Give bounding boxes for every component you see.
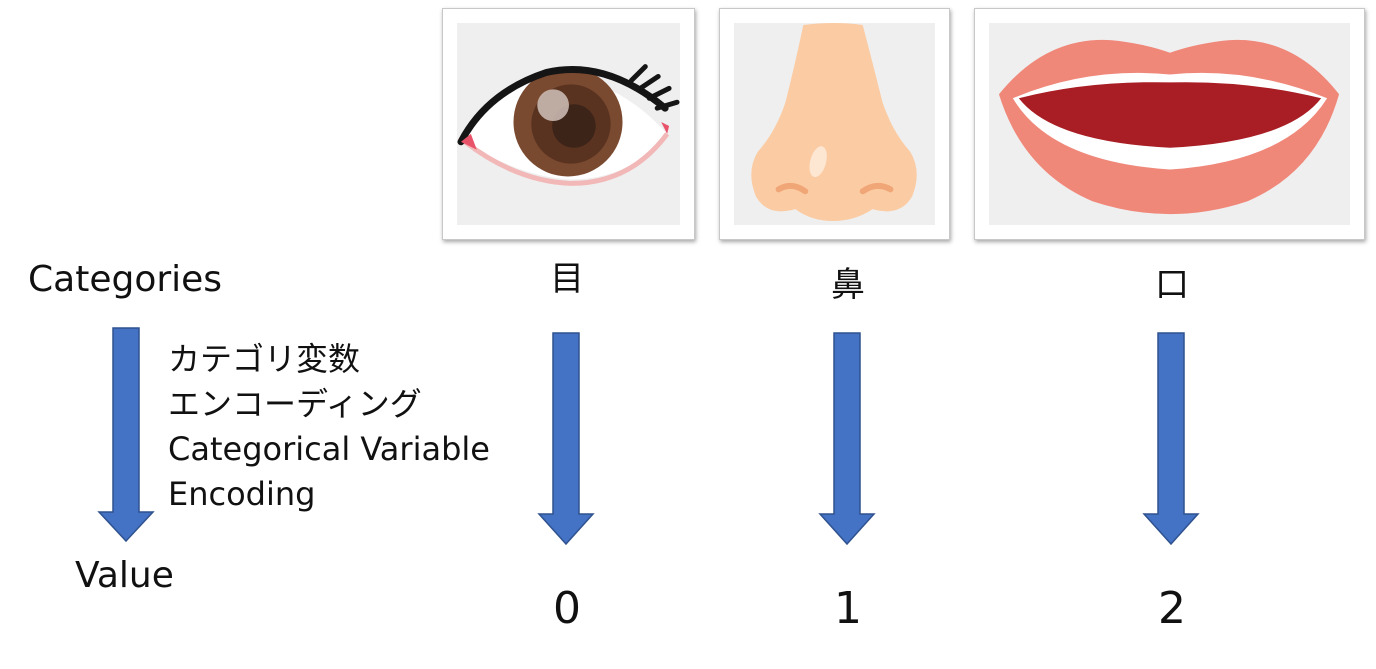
categories-label: Categories (28, 259, 223, 300)
arrow-eye (537, 332, 595, 546)
encoding-arrow (97, 327, 155, 543)
encoding-description: カテゴリ変数 エンコーディング Categorical Variable Enc… (168, 337, 490, 517)
mouth-icon (998, 39, 1340, 215)
category-eye: 目 (550, 259, 584, 299)
encoding-line-ja-2: エンコーディング (168, 385, 422, 423)
value-label: Value (75, 555, 174, 596)
encoding-line-ja-1: カテゴリ変数 (168, 340, 361, 378)
arrow-mouth (1142, 332, 1200, 546)
eye-image-card (442, 8, 695, 240)
value-eye: 0 (553, 583, 581, 634)
mouth-image-card (974, 8, 1365, 240)
nose-icon (751, 23, 917, 222)
value-nose: 1 (834, 583, 862, 634)
arrow-nose (818, 332, 876, 546)
category-mouth: 口 (1155, 265, 1189, 305)
value-mouth: 2 (1158, 583, 1186, 634)
encoding-line-en-1: Categorical Variable (168, 430, 490, 468)
eye-icon (457, 64, 680, 186)
encoding-line-en-2: Encoding (168, 475, 316, 513)
category-nose: 鼻 (831, 265, 865, 305)
nose-image-card (719, 8, 950, 240)
